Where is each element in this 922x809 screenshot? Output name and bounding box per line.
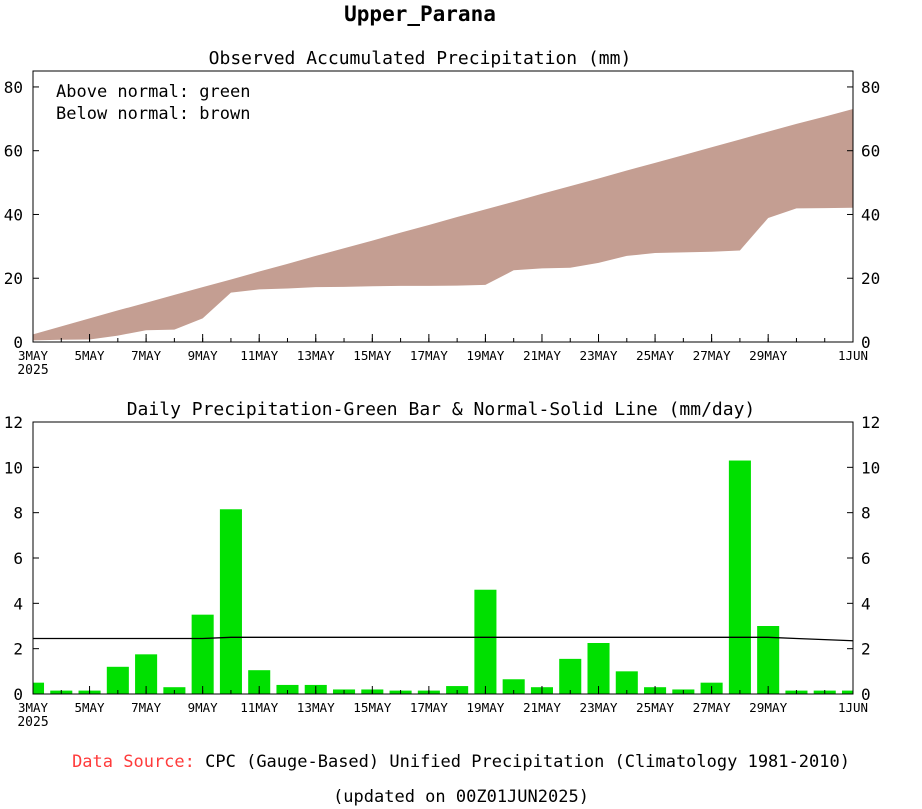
x-tick-label: 11MAY xyxy=(240,701,279,715)
y-tick-label-left: 6 xyxy=(13,549,23,568)
y-tick-label-left: 10 xyxy=(4,458,23,477)
y-tick-label-left: 12 xyxy=(4,413,23,432)
daily-bar xyxy=(106,666,129,694)
x-tick-label: 9MAY xyxy=(188,349,219,363)
x-tick-label: 5MAY xyxy=(75,701,106,715)
daily-chart-title: Daily Precipitation-Green Bar & Normal-S… xyxy=(127,399,756,420)
y-tick-label-right: 80 xyxy=(861,78,880,97)
data-source-line: Data Source: CPC (Gauge-Based) Unified P… xyxy=(0,752,922,772)
daily-bar xyxy=(587,643,610,694)
data-source-text: CPC (Gauge-Based) Unified Precipitation … xyxy=(205,752,850,772)
x-tick-label: 21MAY xyxy=(523,701,562,715)
y-tick-label-right: 6 xyxy=(861,549,871,568)
x-tick-label: 17MAY xyxy=(410,349,449,363)
daily-bar xyxy=(615,671,638,694)
y-tick-label-right: 8 xyxy=(861,504,871,523)
y-tick-label-left: 40 xyxy=(4,205,23,224)
daily-precip-panel: Daily Precipitation-Green Bar & Normal-S… xyxy=(4,399,881,730)
x-tick-label: 19MAY xyxy=(466,349,505,363)
x-tick-label: 29MAY xyxy=(749,349,788,363)
daily-bar xyxy=(757,626,780,694)
daily-bar xyxy=(276,684,299,694)
legend-below-normal: Below normal: brown xyxy=(56,104,250,124)
accumulated-chart-title: Observed Accumulated Precipitation (mm) xyxy=(209,48,632,69)
year-label: 2025 xyxy=(17,715,48,730)
x-tick-label: 23MAY xyxy=(580,349,619,363)
y-tick-label-left: 60 xyxy=(4,142,23,161)
y-tick-label-left: 4 xyxy=(13,594,23,613)
x-tick-label: 17MAY xyxy=(410,701,449,715)
updated-line: (updated on 00Z01JUN2025) xyxy=(333,787,589,807)
y-tick-label-right: 40 xyxy=(861,205,880,224)
x-tick-label: 29MAY xyxy=(749,701,788,715)
data-source-label: Data Source: xyxy=(72,752,195,772)
accumulated-plot-frame xyxy=(32,70,854,343)
y-tick-label-left: 2 xyxy=(13,640,23,659)
daily-bar xyxy=(191,614,214,694)
y-tick-label-right: 4 xyxy=(861,594,871,613)
x-tick-label: 13MAY xyxy=(297,349,336,363)
x-tick-label: 25MAY xyxy=(636,349,675,363)
daily-bar xyxy=(219,509,242,694)
below-normal-area xyxy=(33,108,853,341)
daily-bar xyxy=(728,460,751,694)
x-tick-label: 25MAY xyxy=(636,701,675,715)
daily-bar xyxy=(841,690,853,694)
daily-bar xyxy=(248,670,271,694)
y-tick-label-left: 80 xyxy=(4,78,23,97)
y-tick-label-left: 0 xyxy=(13,333,23,352)
y-tick-label-left: 8 xyxy=(13,504,23,523)
y-tick-label-right: 12 xyxy=(861,413,880,432)
daily-bar xyxy=(559,658,582,694)
daily-bar xyxy=(135,654,158,694)
x-tick-label: 27MAY xyxy=(693,349,732,363)
page-title: Upper_Parana xyxy=(344,2,496,26)
x-tick-label: 23MAY xyxy=(580,701,619,715)
y-tick-label-left: 20 xyxy=(4,269,23,288)
x-tick-label: 9MAY xyxy=(188,701,219,715)
y-tick-label-right: 10 xyxy=(861,458,880,477)
y-tick-label-right: 60 xyxy=(861,142,880,161)
x-tick-label: 27MAY xyxy=(693,701,732,715)
year-label: 2025 xyxy=(17,363,48,378)
x-tick-label: 19MAY xyxy=(466,701,505,715)
daily-bar xyxy=(474,589,497,694)
y-tick-label-right: 0 xyxy=(861,685,871,704)
x-tick-label: 3MAY xyxy=(18,701,49,715)
daily-bar xyxy=(502,679,525,694)
y-tick-label-left: 0 xyxy=(13,685,23,704)
normal-line xyxy=(33,636,854,642)
legend-above-normal: Above normal: green xyxy=(56,82,250,102)
x-tick-label: 15MAY xyxy=(353,701,392,715)
daily-bar xyxy=(33,682,45,694)
x-tick-label: 21MAY xyxy=(523,349,562,363)
x-tick-label: 1JUN xyxy=(838,349,868,363)
y-tick-label-right: 20 xyxy=(861,269,880,288)
x-tick-label: 3MAY xyxy=(18,349,49,363)
x-tick-label: 1JUN xyxy=(838,701,868,715)
x-tick-label: 13MAY xyxy=(297,701,336,715)
accumulated-precip-panel: Observed Accumulated Precipitation (mm) … xyxy=(4,48,881,378)
x-tick-label: 11MAY xyxy=(240,349,279,363)
x-tick-label: 5MAY xyxy=(75,349,106,363)
x-tick-label: 7MAY xyxy=(131,349,162,363)
y-tick-label-right: 2 xyxy=(861,640,871,659)
x-tick-label: 15MAY xyxy=(353,349,392,363)
y-tick-label-right: 0 xyxy=(861,333,871,352)
x-tick-label: 7MAY xyxy=(131,701,162,715)
